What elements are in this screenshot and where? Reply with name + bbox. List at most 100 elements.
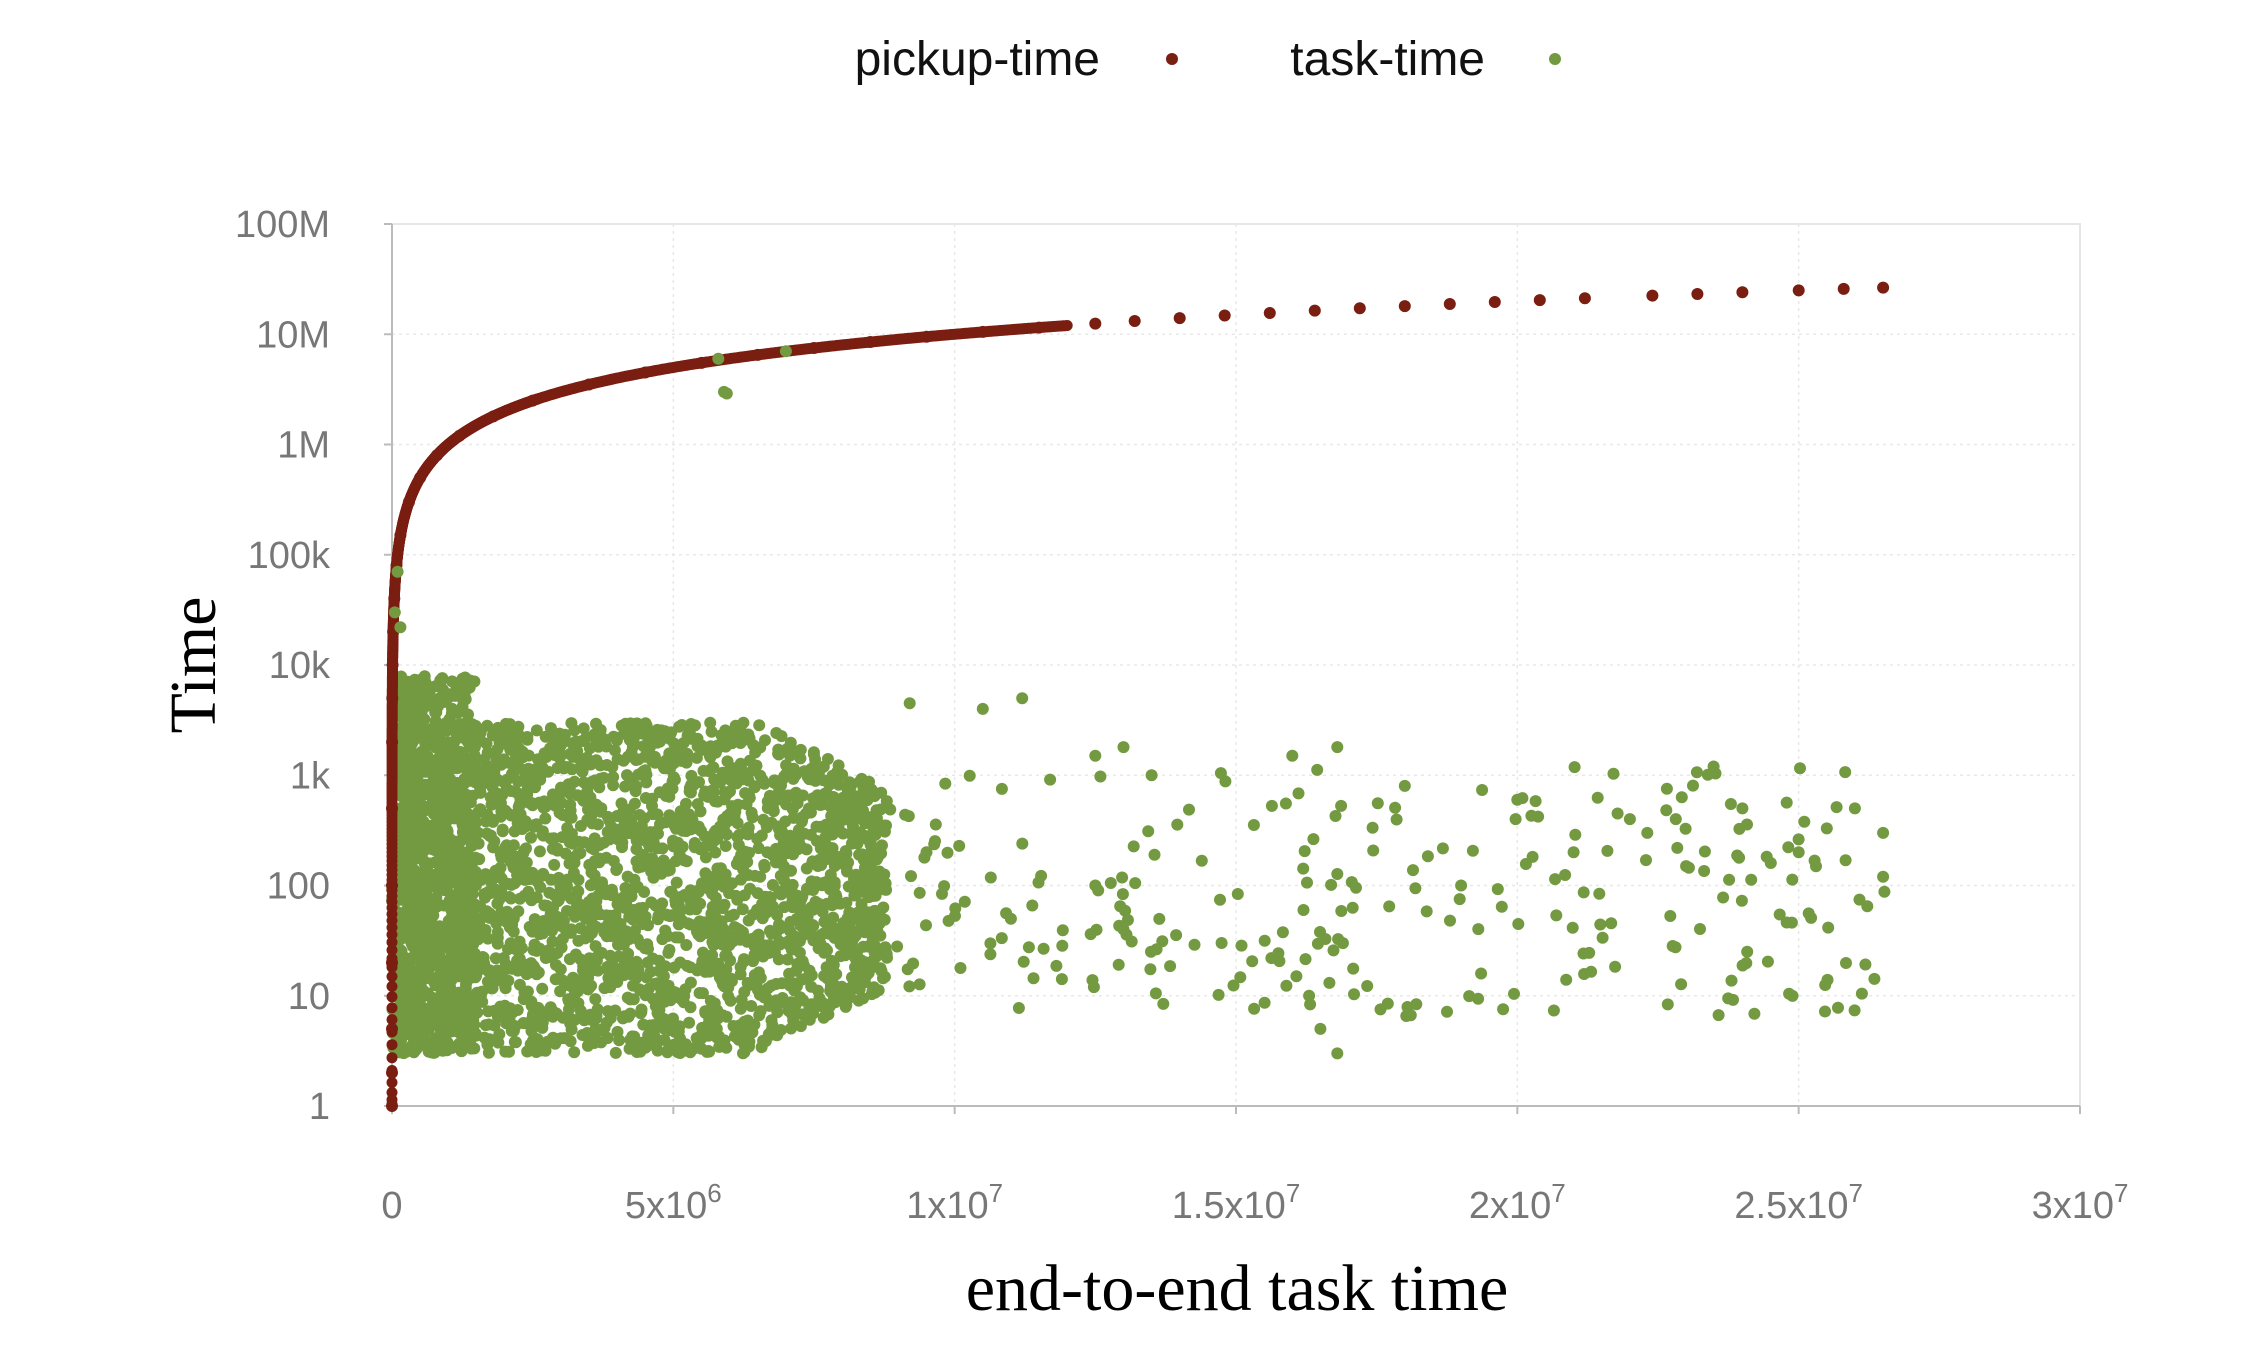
task-time-point xyxy=(815,791,828,804)
task-time-point xyxy=(437,977,450,990)
task-time-point xyxy=(452,929,465,942)
task-time-point xyxy=(800,843,813,856)
task-time-point xyxy=(509,725,522,738)
task-time-point xyxy=(504,785,517,797)
task-time-point xyxy=(796,789,809,802)
pickup-time-point xyxy=(1033,321,1046,334)
task-time-point xyxy=(629,924,641,937)
task-time-point xyxy=(855,898,868,911)
task-time-point xyxy=(1878,885,1891,898)
task-time-point xyxy=(1398,779,1411,792)
task-time-point xyxy=(675,719,688,731)
task-time-point xyxy=(984,937,997,950)
task-time-point xyxy=(600,759,613,771)
task-time-point xyxy=(720,788,733,801)
task-time-point xyxy=(569,910,581,923)
task-time-point xyxy=(1214,893,1226,906)
task-time-point xyxy=(639,942,652,955)
task-time-point xyxy=(512,905,525,918)
task-time-point xyxy=(674,956,687,969)
task-time-point xyxy=(1304,998,1317,1011)
task-time-point xyxy=(400,1043,413,1055)
task-time-point xyxy=(783,967,796,980)
y-tick-label: 1k xyxy=(290,755,331,797)
task-time-point xyxy=(826,828,839,841)
pickup-time-point xyxy=(1061,320,1073,331)
task-time-point xyxy=(707,761,720,774)
task-time-point xyxy=(751,887,764,900)
task-time-point xyxy=(785,1022,797,1035)
task-time-point xyxy=(963,769,976,782)
task-time-point xyxy=(548,858,561,871)
task-time-point xyxy=(642,982,655,995)
task-time-point xyxy=(995,932,1008,945)
task-time-point xyxy=(1389,801,1402,814)
task-time-point xyxy=(618,727,631,740)
task-time-point xyxy=(1441,1005,1453,1018)
task-time-point xyxy=(1297,862,1310,875)
task-time-point xyxy=(813,853,826,866)
task-time-point xyxy=(522,885,535,898)
task-time-point xyxy=(780,865,793,878)
task-time-point xyxy=(1327,944,1340,957)
task-time-point xyxy=(590,754,603,767)
task-time-point xyxy=(625,815,637,828)
task-time-point xyxy=(414,827,427,840)
task-time-point xyxy=(802,1013,815,1026)
task-time-point xyxy=(397,1011,410,1024)
task-time-point xyxy=(621,769,633,782)
task-time-point xyxy=(1301,876,1313,889)
task-time-point xyxy=(849,874,862,887)
task-time-point xyxy=(1593,887,1606,900)
task-time-point xyxy=(516,863,529,876)
task-time-point xyxy=(953,839,966,852)
task-time-point xyxy=(1780,796,1793,809)
task-time-point xyxy=(627,979,639,992)
task-time-point xyxy=(1286,749,1299,762)
task-time-point xyxy=(1145,769,1158,782)
task-time-point xyxy=(1366,821,1379,834)
task-time-point xyxy=(841,865,853,878)
task-time-point xyxy=(1475,967,1488,980)
task-time-point xyxy=(647,992,659,1005)
task-time-point xyxy=(519,815,532,828)
task-time-point xyxy=(441,724,454,737)
task-time-point xyxy=(664,784,676,797)
task-time-point xyxy=(807,884,820,896)
task-time-point xyxy=(810,820,823,833)
task-time-point xyxy=(903,697,916,710)
task-time-point xyxy=(1323,976,1336,989)
legend-marker-pickup-time xyxy=(1166,53,1178,65)
task-time-point xyxy=(1000,907,1013,920)
task-time-point xyxy=(402,836,415,849)
task-time-point xyxy=(647,1023,660,1036)
task-time-point xyxy=(1331,741,1344,754)
task-time-point xyxy=(1035,869,1048,882)
task-time-point xyxy=(463,877,475,890)
task-time-point xyxy=(1773,908,1786,921)
task-time-point xyxy=(578,967,591,980)
task-time-point xyxy=(1335,799,1348,812)
task-time-point xyxy=(829,897,842,910)
task-time-point xyxy=(1104,877,1117,889)
task-time-point xyxy=(776,992,789,1004)
pickup-time-point xyxy=(1691,288,1704,300)
task-time-point xyxy=(509,1036,522,1049)
pickup-time-point xyxy=(386,991,398,1003)
task-time-point xyxy=(579,912,592,925)
task-time-point xyxy=(1736,802,1749,815)
task-time-point xyxy=(698,789,711,802)
task-time-point xyxy=(553,806,566,819)
task-time-point xyxy=(586,775,599,788)
task-time-point xyxy=(775,730,788,743)
task-time-point xyxy=(561,880,573,893)
task-time-point xyxy=(1212,988,1225,1001)
task-time-point xyxy=(1786,989,1799,1002)
pickup-time-point xyxy=(386,1039,398,1051)
task-time-point xyxy=(758,991,771,1004)
task-time-point xyxy=(574,820,587,832)
task-time-point xyxy=(1798,815,1811,828)
task-time-point xyxy=(880,819,892,832)
task-time-point xyxy=(632,832,645,845)
task-time-point xyxy=(585,841,598,854)
